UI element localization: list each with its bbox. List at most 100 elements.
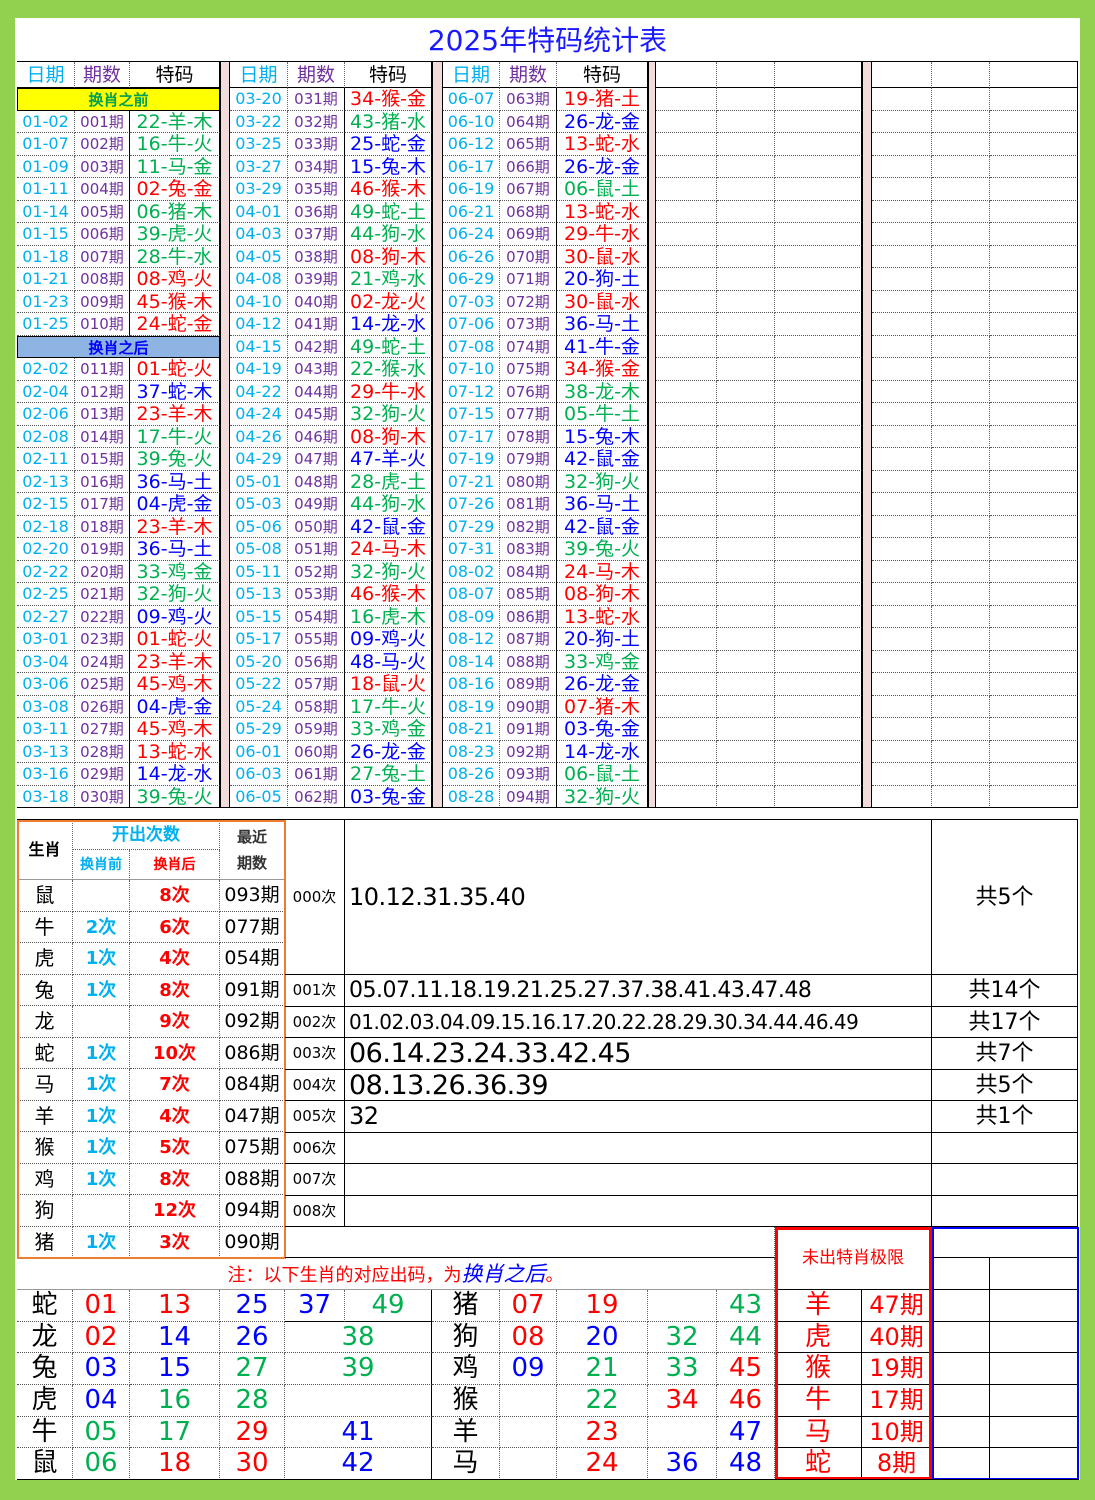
draw-date: 02-11 [17, 448, 75, 471]
draw-date: 04-03 [230, 223, 288, 246]
zodiac-number: 01 [73, 1290, 130, 1322]
empty-cell [717, 223, 775, 246]
empty-cell [990, 223, 1078, 246]
draw-code: 20-狗-土 [557, 268, 648, 291]
empty-cell [932, 425, 990, 448]
draw-code: 02-兔-金 [130, 178, 220, 201]
stat-after: 9次 [130, 1006, 220, 1038]
draw-code: 34-猴-金 [345, 88, 432, 111]
empty-cell [932, 155, 990, 178]
stat-after: 10次 [130, 1037, 220, 1069]
draw-period: 050期 [288, 515, 345, 538]
draw-date: 03-08 [17, 695, 75, 718]
empty-cell [717, 628, 775, 651]
empty-cell [717, 493, 775, 516]
empty-cell [656, 268, 717, 291]
stat-after: 8次 [130, 1163, 220, 1195]
draw-period: 033期 [288, 133, 345, 156]
empty-cell [872, 290, 932, 313]
draw-date: 03-25 [230, 133, 288, 156]
draw-code: 14-龙-水 [345, 313, 432, 336]
zodiac-number: 44 [717, 1321, 775, 1354]
empty-cell [872, 88, 932, 111]
zodiac-number: 45 [717, 1353, 775, 1385]
draw-date: 01-23 [17, 290, 75, 313]
draw-date: 01-09 [17, 155, 75, 178]
empty-cell [932, 133, 990, 156]
draw-code: 09-鸡-火 [130, 605, 220, 628]
empty-cell [872, 695, 932, 718]
empty-cell [717, 583, 775, 606]
stat-after: 7次 [130, 1069, 220, 1101]
frequency-total: 共1个 [932, 1101, 1078, 1133]
zodiac-label: 虎 [17, 1385, 73, 1417]
draw-code: 23-羊-木 [130, 515, 220, 538]
stat-after: 12次 [130, 1195, 220, 1227]
draw-date: 05-20 [230, 650, 288, 673]
draw-date: 08-23 [443, 740, 500, 763]
empty-cell [717, 133, 775, 156]
draw-date: 02-15 [17, 493, 75, 516]
draw-code: 39-兔-火 [130, 448, 220, 471]
empty-cell [775, 673, 862, 696]
stat-recent: 092期 [220, 1006, 285, 1038]
empty-cell [775, 223, 862, 246]
header-recent: 最近 期数 [220, 820, 285, 880]
draw-code: 13-蛇-水 [557, 605, 648, 628]
draw-code: 14-龙-水 [130, 763, 220, 786]
empty-cell [932, 223, 990, 246]
empty-cell [932, 335, 990, 358]
draw-code: 06-鼠-土 [557, 178, 648, 201]
empty-cell [285, 1227, 775, 1258]
frequency-total [932, 1195, 1078, 1227]
empty-cell [990, 740, 1078, 763]
empty-cell [717, 358, 775, 381]
draw-code: 16-虎-木 [345, 605, 432, 628]
zodiac-number: 43 [717, 1290, 775, 1322]
empty-cell [775, 380, 862, 403]
draw-date: 04-10 [230, 290, 288, 313]
draw-code: 36-马-土 [130, 470, 220, 493]
zodiac-number: 26 [220, 1321, 285, 1354]
empty-cell [872, 583, 932, 606]
zodiac-number: 28 [220, 1385, 285, 1417]
draw-date: 03-20 [230, 88, 288, 111]
empty-cell [717, 470, 775, 493]
stat-recent: 086期 [220, 1037, 285, 1069]
draw-date: 01-21 [17, 268, 75, 291]
draw-period: 042期 [288, 335, 345, 358]
draw-period: 088期 [500, 650, 557, 673]
draw-code: 04-虎-金 [130, 695, 220, 718]
empty-cell [872, 628, 932, 651]
zodiac-number: 48 [717, 1448, 775, 1480]
empty-cell [717, 268, 775, 291]
empty-cell [990, 313, 1078, 336]
zodiac-number: 09 [500, 1353, 557, 1385]
section-divider [17, 807, 1078, 820]
draw-period: 069期 [500, 223, 557, 246]
section-header: 换肖之前 [17, 88, 220, 111]
draw-date: 07-29 [443, 515, 500, 538]
empty-cell [872, 335, 932, 358]
zodiac-label: 马 [432, 1448, 500, 1480]
absence-periods: 8期 [862, 1448, 932, 1480]
draw-date: 02-25 [17, 583, 75, 606]
empty-cell [990, 1258, 1078, 1290]
stat-zodiac: 羊 [17, 1100, 73, 1132]
empty-cell [775, 178, 862, 201]
stat-recent: 084期 [220, 1069, 285, 1101]
draw-date: 06-21 [443, 200, 500, 223]
header-after: 换肖后 [130, 850, 220, 880]
empty-cell [932, 470, 990, 493]
draw-date: 05-06 [230, 515, 288, 538]
empty-cell [775, 538, 862, 561]
draw-period: 019期 [75, 538, 130, 561]
zodiac-number: 21 [557, 1353, 648, 1385]
draw-period: 032期 [288, 110, 345, 133]
zodiac-label: 鸡 [432, 1353, 500, 1385]
draw-code: 36-马-土 [557, 493, 648, 516]
empty-cell [990, 380, 1078, 403]
draw-date: 04-19 [230, 358, 288, 381]
note-emphasis: 换肖之后 [461, 1262, 546, 1286]
zodiac-label: 狗 [432, 1321, 500, 1354]
